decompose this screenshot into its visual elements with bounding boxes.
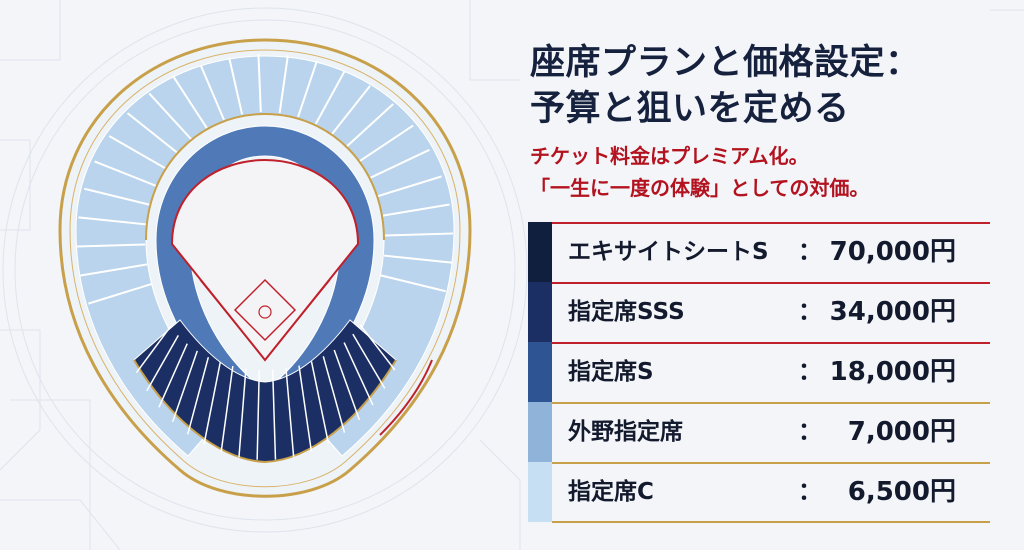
seat-price: 70,000円	[829, 237, 956, 267]
seat-section-divider	[126, 112, 178, 154]
seat-name: 指定席S	[568, 359, 654, 385]
separator: ：	[798, 417, 822, 445]
seat-section-divider	[384, 232, 453, 237]
seat-section-divider	[382, 203, 450, 217]
seat-section-divider	[171, 350, 198, 423]
seat-section-divider	[384, 254, 452, 264]
seat-color-swatch	[528, 462, 552, 522]
seat-section-divider	[228, 57, 244, 115]
pitchers-mound-icon	[258, 305, 272, 319]
seat-section-divider	[278, 55, 289, 114]
page-subtitle: チケット料金はプレミアム化。 「一生に一度の体験」としての対価。	[530, 140, 1000, 204]
seat-section-divider	[359, 124, 414, 163]
seat-color-swatch	[528, 282, 552, 342]
seat-section-divider	[199, 64, 225, 121]
seat-price: 7,000円	[847, 417, 956, 447]
seat-section-divider	[369, 148, 430, 179]
seat-section-divider	[173, 76, 208, 129]
seat-section-divider	[298, 365, 313, 452]
seat-section-divider	[88, 282, 153, 305]
seat-section-divider	[256, 369, 260, 460]
separator: ：	[798, 237, 822, 265]
seat-section-divider	[343, 342, 374, 406]
seat-color-swatch	[528, 402, 552, 462]
seat-price: 34,000円	[829, 297, 956, 327]
infield-diamond	[233, 278, 297, 342]
price-row-s: 指定席S ： 18,000円	[528, 342, 990, 402]
seat-section-divider	[238, 368, 247, 458]
title-line-1: 座席プランと価格設定：	[530, 43, 921, 83]
seat-section-divider	[380, 274, 446, 293]
seat-color-swatch	[528, 222, 552, 282]
middle-deck-seats	[155, 125, 375, 397]
seat-section-divider	[78, 216, 146, 226]
seat-section-divider	[146, 335, 179, 392]
seat-price: 6,500円	[847, 477, 956, 507]
seat-section-divider	[322, 356, 346, 433]
page-title: 座席プランと価格設定： 予算と狙いを定める	[530, 40, 1000, 132]
seat-color-swatch	[528, 342, 552, 402]
seat-section-divider	[158, 343, 188, 408]
seat-section-divider	[346, 103, 394, 148]
price-row-c: 指定席C ： 6,500円	[528, 462, 990, 523]
seat-name: エキサイトシートS	[568, 239, 769, 265]
seat-section-divider	[257, 54, 262, 113]
seat-section-divider	[310, 361, 330, 444]
seat-section-divider	[80, 263, 148, 277]
seat-section-divider	[359, 324, 396, 371]
seat-section-divider	[77, 243, 146, 248]
seat-name: 指定席C	[568, 479, 654, 505]
seat-section-divider	[84, 187, 150, 206]
subtitle-line-2: 「一生に一度の体験」としての対価。	[530, 176, 870, 200]
separator: ：	[798, 477, 822, 505]
seat-section-divider	[285, 368, 295, 457]
stadium-seating-map	[58, 38, 472, 498]
title-line-2: 予算と狙いを定める	[530, 89, 850, 129]
price-row-sss: 指定席SSS ： 34,000円	[528, 282, 990, 342]
seat-section-divider	[148, 92, 192, 140]
seat-section-divider	[297, 60, 318, 118]
seat-section-divider	[314, 70, 346, 125]
seat-name: 外野指定席	[568, 419, 683, 445]
seat-price-table: エキサイトシートS ： 70,000円 指定席SSS ： 34,000円 指定席…	[528, 222, 990, 523]
seat-section-divider	[271, 369, 277, 460]
seat-section-divider	[94, 160, 157, 187]
separator: ：	[798, 357, 822, 385]
seat-section-divider	[352, 333, 386, 389]
seat-section-divider	[331, 85, 371, 135]
seat-section-divider	[135, 325, 172, 374]
seat-section-divider	[333, 349, 361, 421]
price-row-excite-seat-s: エキサイトシートS ： 70,000円	[528, 222, 990, 282]
seat-section-divider	[377, 175, 442, 198]
seat-section-divider	[108, 135, 167, 170]
seat-price: 18,000円	[829, 357, 956, 387]
seat-section-divider	[203, 362, 221, 445]
price-row-outfield: 外野指定席 ： 7,000円	[528, 402, 990, 462]
separator: ：	[798, 297, 822, 325]
seat-name: 指定席SSS	[568, 299, 685, 325]
seat-section-divider	[220, 365, 234, 453]
subtitle-line-1: チケット料金はプレミアム化。	[530, 144, 809, 168]
seat-section-divider	[187, 356, 210, 435]
